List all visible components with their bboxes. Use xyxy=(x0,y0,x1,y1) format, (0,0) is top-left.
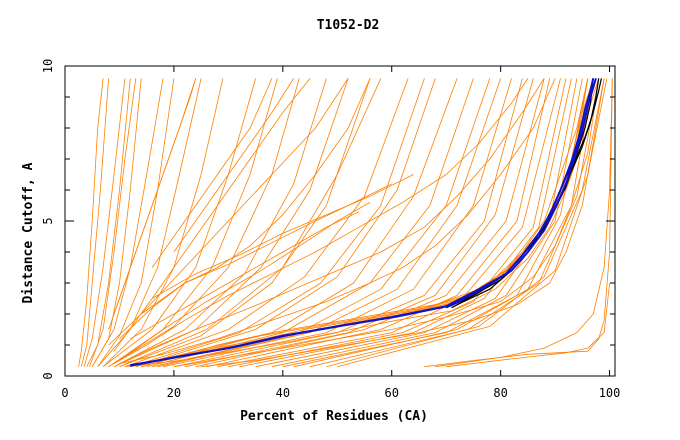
y-tick-label: 5 xyxy=(41,217,55,224)
series-line-orange-47 xyxy=(124,78,594,368)
series-line-orange-61 xyxy=(424,78,613,368)
series-line-blue-68 xyxy=(130,78,597,367)
y-axis-label: Distance Cutoff, A xyxy=(21,162,36,303)
series-line-orange-51 xyxy=(173,78,600,368)
series-line-orange-53 xyxy=(119,78,556,364)
series-line-orange-19 xyxy=(135,78,436,368)
series-line-orange-63 xyxy=(446,282,610,368)
series-line-orange-42 xyxy=(113,78,311,352)
series-line-orange-60 xyxy=(108,78,197,330)
x-tick-label: 20 xyxy=(167,386,181,400)
series-line-orange-40 xyxy=(130,211,360,340)
x-tick-label: 60 xyxy=(385,386,399,400)
series-line-orange-23 xyxy=(157,78,501,368)
series-line-orange-31 xyxy=(239,78,572,368)
series-line-orange-18 xyxy=(130,78,425,368)
series-line-orange-10 xyxy=(102,78,256,368)
series-line-orange-38 xyxy=(337,78,608,368)
series-line-orange-44 xyxy=(151,174,414,299)
series-line-orange-12 xyxy=(108,78,300,368)
series-line-orange-37 xyxy=(326,78,605,368)
series-line-orange-39 xyxy=(119,202,371,361)
series-line-orange-8 xyxy=(97,78,202,367)
series-line-orange-25 xyxy=(173,78,523,368)
y-tick-label: 0 xyxy=(41,372,55,379)
series-line-orange-22 xyxy=(152,78,491,368)
series-line-orange-62 xyxy=(435,78,613,368)
series-line-orange-33 xyxy=(271,78,583,368)
series-line-orange-52 xyxy=(201,78,605,368)
series-line-orange-3 xyxy=(86,78,131,367)
x-tick-label: 0 xyxy=(61,386,68,400)
x-tick-label: 80 xyxy=(493,386,507,400)
series-line-orange-16 xyxy=(119,78,382,368)
series-line-orange-36 xyxy=(309,78,600,368)
series-line-orange-2 xyxy=(83,78,126,367)
series-line-orange-30 xyxy=(228,78,567,368)
series-layer xyxy=(78,78,613,368)
series-line-orange-58 xyxy=(173,78,295,253)
series-line-orange-4 xyxy=(89,78,137,367)
series-line-orange-54 xyxy=(119,78,545,364)
series-line-orange-20 xyxy=(141,78,458,368)
series-line-orange-57 xyxy=(151,78,273,268)
ticks-layer: 0 20 40 60 80 100 0 5 10 xyxy=(41,59,620,400)
series-line-orange-27 xyxy=(195,78,545,368)
chart-title: T1052-D2 xyxy=(317,18,380,33)
series-line-orange-26 xyxy=(184,78,534,368)
series-line-orange-14 xyxy=(113,78,349,368)
series-line-orange-1 xyxy=(80,78,109,367)
y-tick-label: 10 xyxy=(41,59,55,73)
series-line-orange-11 xyxy=(108,78,278,368)
series-line-orange-32 xyxy=(255,78,578,368)
x-tick-label: 40 xyxy=(276,386,290,400)
series-line-orange-55 xyxy=(113,78,529,364)
x-axis-label: Percent of Residues (CA) xyxy=(240,409,428,424)
series-line-orange-15 xyxy=(119,78,371,368)
series-line-orange-7 xyxy=(97,78,175,367)
series-line-orange-28 xyxy=(206,78,551,368)
series-line-orange-0 xyxy=(78,78,104,367)
x-tick-label: 100 xyxy=(599,386,621,400)
series-line-orange-17 xyxy=(124,78,409,368)
series-line-orange-56 xyxy=(119,78,371,340)
series-line-orange-48 xyxy=(130,78,589,368)
